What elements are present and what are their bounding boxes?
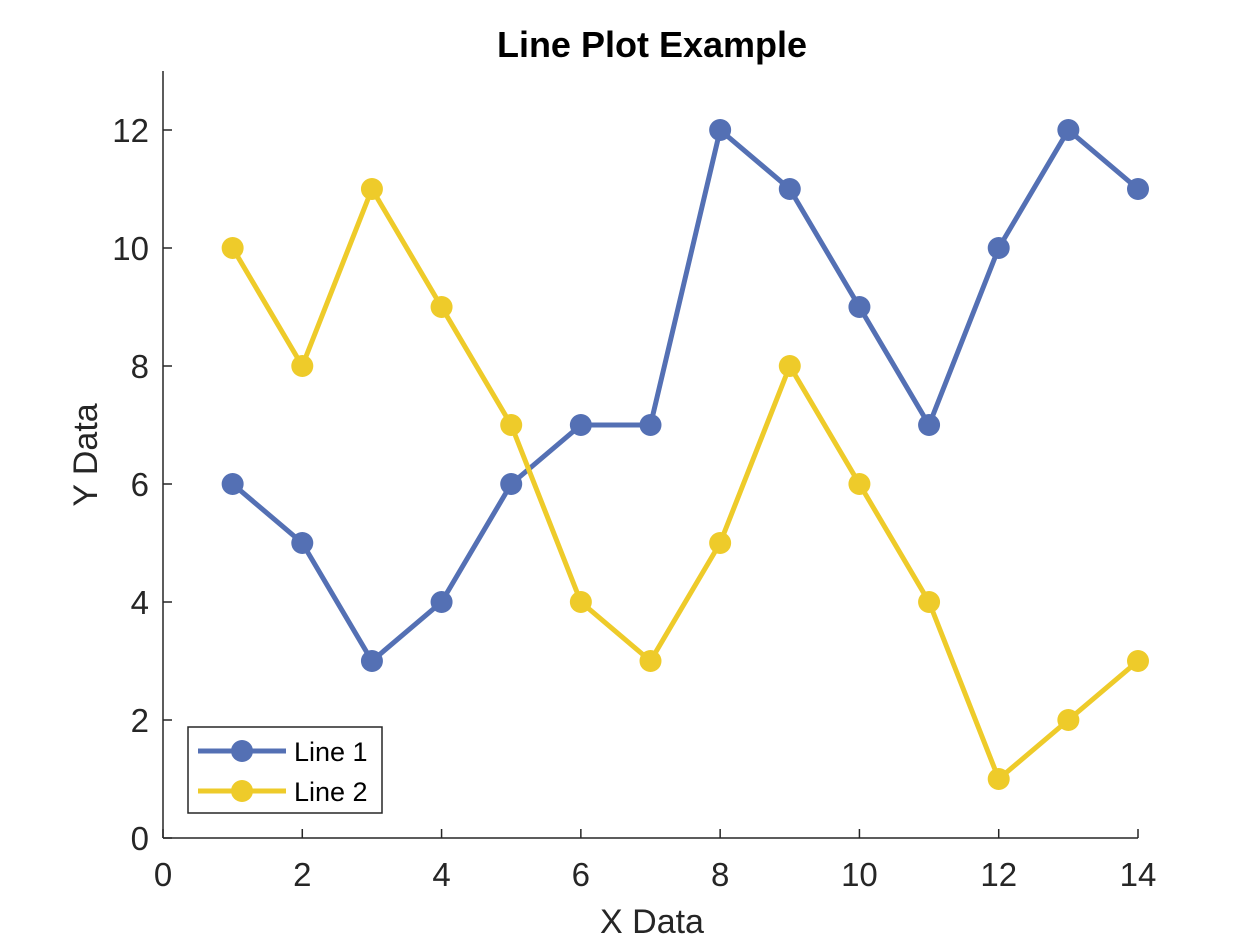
x-tick-label: 4 [432,856,450,893]
data-point [500,414,523,436]
x-tick-label: 12 [980,856,1017,893]
series-line-2 [221,178,1149,790]
y-tick-label: 6 [131,466,149,503]
y-axis-label: Y Data [67,403,105,506]
data-point [639,650,662,672]
x-tick-label: 14 [1120,856,1157,893]
data-point [1057,119,1080,141]
legend-marker [231,740,253,762]
x-tick-label: 8 [711,856,729,893]
data-point [848,473,871,495]
data-point [848,296,871,318]
data-point [221,473,244,495]
legend-box [187,726,383,814]
x-tick-label: 6 [572,856,590,893]
data-point [709,119,732,141]
data-point [569,591,592,613]
plot-area [221,119,1149,790]
data-point [987,237,1010,259]
data-point [1127,178,1149,200]
data-point [778,178,801,200]
y-tick-label: 8 [131,348,149,385]
chart-title: Line Plot Example [497,24,807,65]
data-point [430,591,453,613]
data-point [987,768,1010,790]
legend-label: Line 1 [294,737,368,767]
data-point [1127,650,1149,672]
y-tick-label: 10 [112,230,149,267]
data-point [360,650,383,672]
y-tick-label: 4 [131,584,149,621]
series-line-1 [221,119,1149,672]
data-point [918,591,941,613]
x-tick-label: 10 [841,856,878,893]
data-point [709,532,732,554]
axes: 0 2 4 6 8 10 12 14 0 2 4 6 8 10 12 [112,71,1156,893]
series-path [230,186,1141,782]
x-tick-label: 2 [293,856,311,893]
data-point [500,473,523,495]
y-tick-label: 0 [131,820,149,857]
data-point [778,355,801,377]
x-tick-label: 0 [154,856,172,893]
legend-marker [231,780,253,802]
data-point [360,178,383,200]
legend-label: Line 2 [294,777,368,807]
legend: Line 1 Line 2 [187,726,383,814]
data-point [291,355,314,377]
data-point [918,414,941,436]
series-path [230,127,1141,664]
y-tick-label: 12 [112,112,149,149]
data-point [291,532,314,554]
y-tick-label: 2 [131,702,149,739]
data-point [1057,709,1080,731]
data-point [430,296,453,318]
data-point [221,237,244,259]
data-point [569,414,592,436]
x-axis-label: X Data [600,903,704,941]
data-point [639,414,662,436]
